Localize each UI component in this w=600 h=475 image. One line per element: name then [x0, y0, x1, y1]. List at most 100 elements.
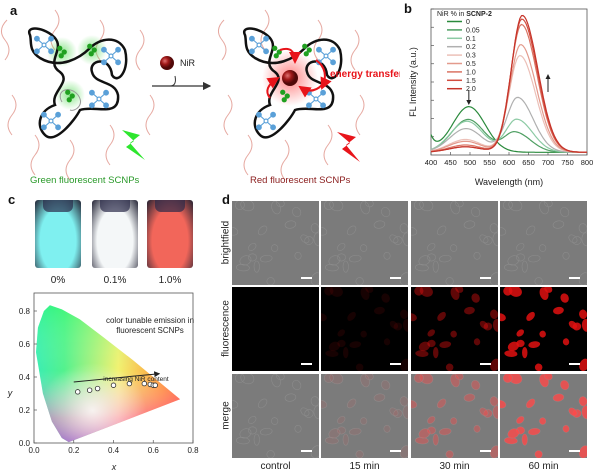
- fluorescent-cell: [490, 309, 498, 320]
- cell-outline: [232, 226, 239, 236]
- cie-y-label: y: [7, 388, 13, 398]
- cell-outline: [539, 244, 547, 252]
- x-tick-label: 600: [503, 158, 516, 167]
- fluorescence-image-2: [411, 287, 498, 371]
- cell-outline: [346, 225, 357, 236]
- cell-outline: [534, 277, 543, 285]
- spectrum-line-0.3: [430, 54, 588, 153]
- scale-bar: [301, 363, 312, 365]
- cell-outline: [489, 223, 498, 234]
- fluorescent-cell: [419, 374, 433, 384]
- cell-outline: [525, 398, 536, 409]
- merge-image-3: [500, 374, 587, 458]
- cell-outline: [266, 450, 275, 458]
- cie-point: [75, 389, 81, 395]
- fluorescent-cell: [445, 363, 454, 371]
- fluorescent-cell: [526, 311, 535, 321]
- fluorescent-cell: [402, 318, 408, 332]
- x-tick-label: 650: [522, 158, 535, 167]
- fluorescent-cell: [492, 405, 498, 419]
- cell-outline: [310, 272, 319, 285]
- fluorescent-cell: [553, 393, 564, 402]
- fluorescent-cell: [579, 396, 587, 407]
- cell-outline: [300, 234, 310, 244]
- cell-outline: [355, 277, 364, 285]
- fluorescent-cell: [483, 409, 493, 418]
- vial-label: 0.1%: [103, 275, 127, 286]
- fluorescent-cell: [579, 358, 587, 371]
- cell-outline: [292, 380, 302, 391]
- fluorescent-cell: [473, 338, 481, 346]
- fluorescent-cell: [427, 329, 436, 337]
- cell-outline: [445, 277, 454, 285]
- nir-label: NiR: [180, 58, 195, 68]
- fluorescent-cell: [581, 318, 587, 332]
- fluorescent-cell: [400, 445, 408, 458]
- fluorescent-cell: [365, 287, 374, 293]
- fluorescent-cell: [516, 329, 525, 337]
- fluorescent-cell: [419, 287, 433, 297]
- cell-outline: [383, 252, 391, 260]
- cell-outline: [294, 252, 302, 260]
- fluorescent-cell: [337, 329, 346, 337]
- fluorescent-cell: [411, 400, 417, 409]
- cell-outline: [415, 437, 429, 445]
- fluorescent-cell: [492, 318, 498, 332]
- x-tick-label: 0.4: [108, 446, 120, 455]
- cell-outline: [502, 201, 513, 210]
- cell-outline: [489, 272, 498, 285]
- cell-outline: [271, 201, 281, 215]
- fluorescent-cell: [427, 426, 436, 435]
- cell-outline: [323, 201, 334, 210]
- fluorescent-cell: [329, 287, 343, 297]
- fluorescent-cell: [508, 374, 522, 384]
- fluorescent-cell: [374, 393, 385, 402]
- cell-outline: [360, 417, 368, 425]
- fluorescent-cell: [343, 433, 349, 446]
- fluorescent-cell: [464, 306, 475, 315]
- scale-bar: [569, 277, 580, 279]
- fluorescent-cell: [427, 416, 436, 424]
- fluorescence-image-0: [232, 287, 319, 371]
- cell-outline: [473, 252, 481, 260]
- cell-outline: [473, 425, 481, 433]
- spectrum-line-2.0: [430, 14, 587, 153]
- fluorescent-cell: [450, 287, 460, 300]
- cell-outline: [521, 433, 528, 446]
- y-axis-label: FL Intensity (a.u.): [408, 47, 418, 117]
- x-tick-label: 450: [444, 158, 457, 167]
- cell-outline: [337, 243, 346, 251]
- cell-outline: [284, 393, 297, 402]
- fluorescent-cell: [337, 339, 346, 348]
- cell-outline: [402, 405, 408, 420]
- cell-outline: [325, 264, 339, 272]
- scale-bar: [480, 277, 491, 279]
- fluorescent-cell: [360, 417, 367, 425]
- fluorescent-cell: [383, 338, 391, 346]
- fluorescent-cell: [490, 396, 498, 407]
- vial-label: 1.0%: [158, 275, 182, 286]
- row-label-brightfield: brightfield: [220, 220, 232, 265]
- cie-x-label: x: [111, 462, 117, 472]
- scale-bar: [480, 363, 491, 365]
- cell-outline: [581, 232, 587, 247]
- fluorescent-cell: [383, 425, 391, 433]
- row-label-merge: merge: [220, 401, 232, 430]
- fluorescent-cell: [504, 350, 518, 357]
- scale-bar: [480, 450, 491, 452]
- cell-outline: [336, 426, 346, 435]
- legend-entry: 0.1: [466, 36, 476, 43]
- fluorescent-cell: [328, 428, 341, 439]
- cell-outline: [271, 374, 281, 388]
- fluorescent-cell: [526, 398, 535, 408]
- fluorescent-cell: [439, 341, 452, 348]
- cell-outline: [399, 223, 408, 234]
- fluorescent-cell: [414, 287, 424, 296]
- cell-outline: [248, 243, 257, 251]
- cell-outline: [239, 428, 252, 439]
- column-label: control: [260, 461, 291, 472]
- cell-outline: [247, 426, 257, 435]
- cell-outline: [349, 427, 362, 436]
- cell-outline: [360, 201, 370, 215]
- cell-outline: [271, 417, 279, 425]
